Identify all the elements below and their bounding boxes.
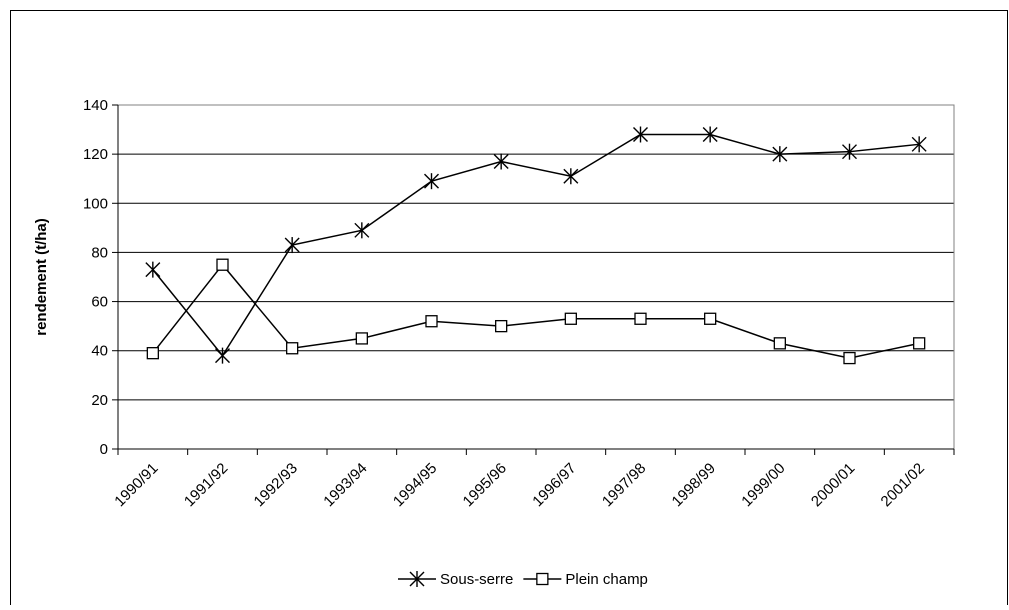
square-marker bbox=[495, 319, 508, 333]
asterisk-marker bbox=[702, 126, 718, 143]
y-tick-label: 140 bbox=[83, 97, 108, 114]
square-marker bbox=[355, 332, 368, 345]
series-sous-serre bbox=[145, 126, 927, 364]
square-marker bbox=[634, 312, 647, 325]
legend-label: Plein champ bbox=[565, 571, 648, 588]
y-tick-label: 120 bbox=[83, 146, 108, 163]
y-tick-label: 40 bbox=[91, 343, 108, 360]
asterisk-marker bbox=[424, 173, 439, 190]
series bbox=[145, 126, 927, 365]
asterisk-marker bbox=[409, 571, 425, 587]
legend-label: Sous-serre bbox=[440, 571, 513, 588]
square-marker bbox=[704, 312, 717, 325]
asterisk-marker bbox=[215, 347, 230, 364]
y-tick-label: 80 bbox=[91, 244, 108, 261]
square-marker bbox=[843, 351, 856, 365]
square-marker bbox=[216, 258, 229, 271]
y-tick-label: 20 bbox=[91, 392, 108, 409]
asterisk-marker bbox=[145, 261, 161, 278]
asterisk-marker bbox=[633, 126, 648, 143]
square-marker bbox=[425, 315, 438, 328]
asterisk-marker bbox=[842, 143, 857, 160]
square-marker bbox=[286, 342, 299, 355]
chart-border bbox=[10, 10, 1008, 610]
square-marker bbox=[564, 312, 577, 325]
asterisk-marker bbox=[354, 222, 370, 239]
series-line bbox=[152, 263, 920, 359]
asterisk-marker bbox=[284, 237, 300, 254]
square-marker bbox=[536, 572, 549, 586]
legend-item: Sous-serre bbox=[398, 571, 513, 588]
square-marker bbox=[146, 347, 159, 360]
y-tick-label: 0 bbox=[100, 441, 108, 458]
series-line bbox=[152, 133, 920, 357]
asterisk-marker bbox=[563, 168, 579, 185]
asterisk-marker bbox=[772, 146, 788, 163]
asterisk-marker bbox=[493, 153, 509, 170]
square-marker bbox=[913, 337, 926, 350]
series-plein-champ bbox=[146, 258, 926, 365]
legend: Sous-serre Plein champ bbox=[398, 571, 648, 588]
legend-item: Plein champ bbox=[523, 571, 648, 588]
y-tick-label: 60 bbox=[91, 294, 108, 311]
y-axis-title: rendement (t/ha) bbox=[33, 218, 50, 336]
y-tick-label: 100 bbox=[83, 195, 108, 212]
square-marker bbox=[773, 337, 786, 350]
asterisk-marker bbox=[911, 136, 927, 153]
